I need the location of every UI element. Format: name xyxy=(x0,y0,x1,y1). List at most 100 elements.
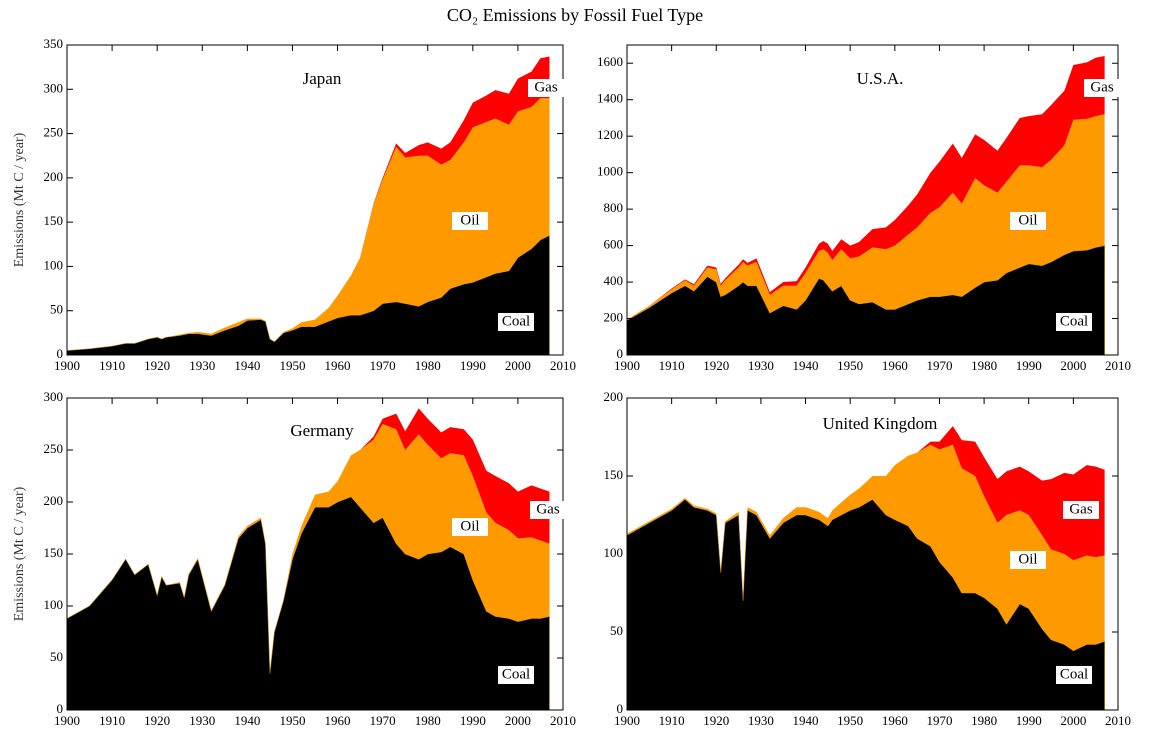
series-label: Oil xyxy=(460,212,479,228)
series-label-box xyxy=(1084,79,1120,97)
series-label: Gas xyxy=(1069,501,1092,517)
series-label: Coal xyxy=(1060,313,1088,329)
series-label-box xyxy=(528,79,564,97)
x-tick-label: 1900 xyxy=(54,713,80,728)
area xyxy=(627,444,1105,651)
panel-title: Japan xyxy=(303,69,342,88)
y-tick-label: 1600 xyxy=(597,54,623,69)
series-label-box xyxy=(1063,501,1099,519)
panel-title: U.S.A. xyxy=(857,69,904,88)
x-tick-label: 1920 xyxy=(703,713,729,728)
x-tick-label: 2000 xyxy=(505,358,531,373)
x-tick-label: 1990 xyxy=(460,358,486,373)
x-tick-label: 1970 xyxy=(926,358,952,373)
series-label: Gas xyxy=(1090,79,1113,95)
series-label-box xyxy=(452,518,488,536)
y-tick-label: 200 xyxy=(44,493,64,508)
series-label: Oil xyxy=(1018,551,1037,567)
x-tick-label: 1910 xyxy=(99,358,125,373)
y-tick-label: 350 xyxy=(44,36,64,51)
x-tick-label: 1940 xyxy=(793,713,819,728)
y-tick-label: 1200 xyxy=(597,127,623,142)
area xyxy=(627,114,1105,321)
y-tick-label: 250 xyxy=(44,125,64,140)
series-label-box xyxy=(530,501,566,519)
x-tick-label: 1900 xyxy=(614,358,640,373)
series-label-box xyxy=(1010,551,1046,569)
y-tick-label: 50 xyxy=(50,302,63,317)
series-label: Oil xyxy=(460,518,479,534)
y-tick-label: 50 xyxy=(50,649,63,664)
y-tick-label: 100 xyxy=(604,545,624,560)
plot-frame xyxy=(66,44,564,356)
x-tick-label: 1940 xyxy=(234,358,260,373)
x-tick-label: 1930 xyxy=(748,713,774,728)
x-tick-label: 1930 xyxy=(189,358,215,373)
series-label-box xyxy=(1056,666,1092,684)
x-tick-label: 1910 xyxy=(659,358,685,373)
x-tick-label: 1910 xyxy=(99,713,125,728)
y-tick-label: 50 xyxy=(610,623,623,638)
y-tick-label: 150 xyxy=(604,467,624,482)
panel-title: Germany xyxy=(290,421,354,440)
series-label: Gas xyxy=(534,79,557,95)
x-tick-label: 2000 xyxy=(1060,358,1086,373)
y-tick-label: 200 xyxy=(604,310,624,325)
x-tick-label: 1960 xyxy=(882,358,908,373)
series-label-box xyxy=(452,212,488,230)
area xyxy=(67,98,550,351)
x-tick-label: 1930 xyxy=(189,713,215,728)
x-tick-label: 1990 xyxy=(1016,358,1042,373)
y-tick-label: 0 xyxy=(57,701,64,716)
series-label: Coal xyxy=(1060,666,1088,682)
x-tick-label: 1980 xyxy=(971,358,997,373)
y-tick-label: 100 xyxy=(44,597,64,612)
x-tick-label: 1920 xyxy=(703,358,729,373)
y-axis-label: Emissions (Mt C / year) xyxy=(12,486,27,621)
x-tick-label: 1960 xyxy=(325,358,351,373)
series-label: Coal xyxy=(502,313,530,329)
y-tick-label: 100 xyxy=(44,257,64,272)
y-axis-label: Emissions (Mt C / year) xyxy=(12,132,27,267)
y-tick-label: 300 xyxy=(44,80,64,95)
y-tick-label: 0 xyxy=(57,346,64,361)
x-tick-label: 2010 xyxy=(1105,358,1131,373)
series-label: Gas xyxy=(536,501,559,517)
area xyxy=(627,426,1105,598)
x-tick-label: 1970 xyxy=(370,713,396,728)
x-tick-label: 1980 xyxy=(415,358,441,373)
x-tick-label: 1920 xyxy=(144,713,170,728)
x-tick-label: 1950 xyxy=(279,358,305,373)
y-tick-label: 800 xyxy=(604,200,624,215)
x-tick-label: 1920 xyxy=(144,358,170,373)
y-tick-label: 150 xyxy=(44,545,64,560)
x-tick-label: 2010 xyxy=(1105,713,1131,728)
x-tick-label: 1980 xyxy=(415,713,441,728)
x-tick-label: 1930 xyxy=(748,358,774,373)
y-tick-label: 200 xyxy=(44,169,64,184)
y-tick-label: 400 xyxy=(604,273,624,288)
y-tick-label: 250 xyxy=(44,441,64,456)
x-tick-label: 1990 xyxy=(1016,713,1042,728)
x-tick-label: 1960 xyxy=(325,713,351,728)
y-tick-label: 0 xyxy=(617,701,624,716)
x-tick-label: 1950 xyxy=(279,713,305,728)
x-tick-label: 1960 xyxy=(882,713,908,728)
y-tick-label: 1000 xyxy=(597,164,623,179)
x-tick-label: 1900 xyxy=(54,358,80,373)
x-tick-label: 2010 xyxy=(550,713,576,728)
y-tick-label: 300 xyxy=(44,389,64,404)
x-tick-label: 1910 xyxy=(659,713,685,728)
series-label: Coal xyxy=(502,666,530,682)
series-label-box xyxy=(498,313,534,331)
plot-frame xyxy=(626,44,1119,356)
series-label-box xyxy=(498,666,534,684)
x-tick-label: 1940 xyxy=(793,358,819,373)
x-tick-label: 2010 xyxy=(550,358,576,373)
panel-title: United Kingdom xyxy=(823,414,938,433)
y-tick-label: 150 xyxy=(44,213,64,228)
series-label-box xyxy=(1010,212,1046,230)
x-tick-label: 1950 xyxy=(837,358,863,373)
y-tick-label: 0 xyxy=(617,346,624,361)
